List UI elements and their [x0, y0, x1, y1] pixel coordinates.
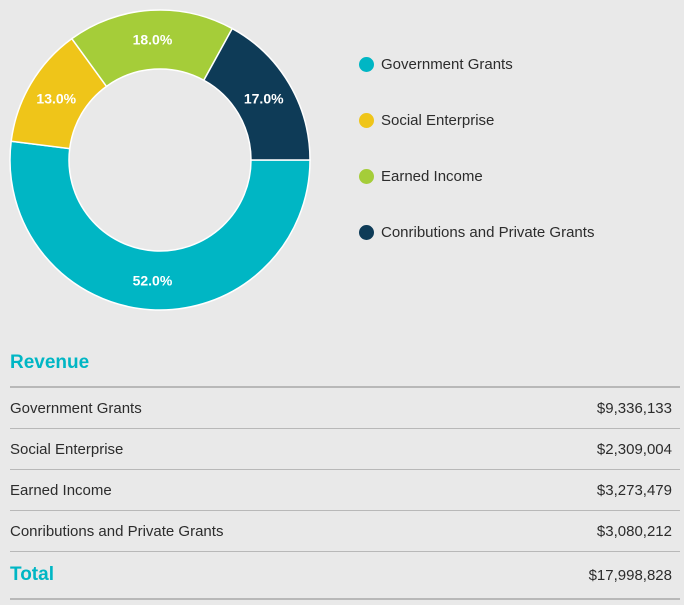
- total-row: Total $17,998,828: [10, 551, 680, 600]
- slice-value-label: 13.0%: [36, 91, 76, 107]
- legend-swatch-earned-income: [359, 168, 374, 184]
- legend-item-social-enterprise: Social Enterprise: [359, 108, 594, 132]
- row-label: Conributions and Private Grants: [10, 522, 224, 540]
- total-label: Total: [10, 564, 54, 585]
- legend-label: Conributions and Private Grants: [381, 223, 595, 241]
- legend-swatch-government-grants: [359, 56, 374, 72]
- donut-slice-1: [9, 140, 311, 311]
- row-amount: $9,336,133: [596, 399, 672, 417]
- legend-swatch-social-enterprise: [359, 112, 374, 128]
- slice-value-label: 17.0%: [244, 91, 284, 107]
- row-label: Social Enterprise: [10, 440, 124, 458]
- legend-swatch-contributions-private-grants: [359, 224, 374, 240]
- table-row: Conributions and Private Grants $3,080,2…: [10, 511, 680, 552]
- legend-label: Earned Income: [381, 167, 483, 185]
- slice-value-label: 52.0%: [133, 272, 173, 288]
- row-amount: $3,080,212: [596, 522, 672, 540]
- revenue-heading: Revenue: [10, 348, 680, 388]
- revenue-table: Revenue Government Grants $9,336,133 Soc…: [10, 348, 680, 600]
- legend-item-government-grants: Government Grants: [359, 52, 594, 76]
- legend-item-contributions-private-grants: Conributions and Private Grants: [359, 220, 594, 244]
- table-row: Social Enterprise $2,309,004: [10, 429, 680, 470]
- row-amount: $2,309,004: [596, 440, 672, 458]
- donut-slice-4: [202, 27, 311, 161]
- row-label: Earned Income: [10, 481, 112, 499]
- table-row: Earned Income $3,273,479: [10, 470, 680, 511]
- total-amount: $17,998,828: [588, 566, 672, 584]
- table-row: Government Grants $9,336,133: [10, 388, 680, 429]
- row-amount: $3,273,479: [596, 481, 672, 499]
- legend-label: Social Enterprise: [381, 111, 495, 129]
- slice-value-label: 18.0%: [133, 32, 173, 48]
- legend-item-earned-income: Earned Income: [359, 164, 594, 188]
- legend-label: Government Grants: [381, 55, 513, 73]
- chart-legend: Government Grants Social Enterprise Earn…: [359, 52, 594, 276]
- revenue-donut-chart: 52.0% 13.0% 18.0% 17.0%: [9, 9, 311, 311]
- row-label: Government Grants: [10, 399, 142, 417]
